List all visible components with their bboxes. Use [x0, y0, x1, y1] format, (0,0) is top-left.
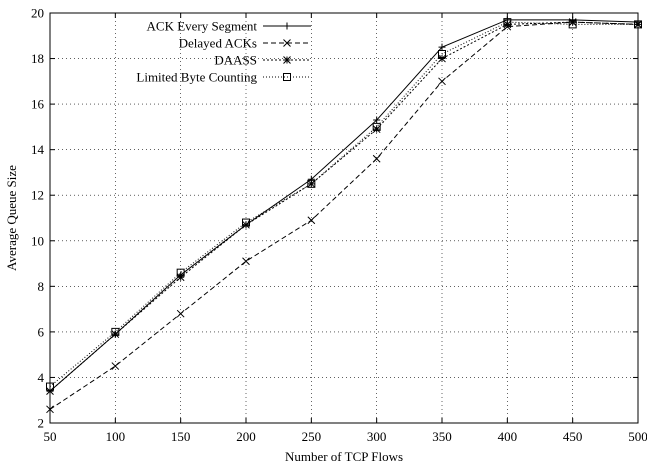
x-tick-label: 450	[563, 429, 583, 444]
legend-item: DAASS	[214, 53, 311, 68]
legend-marker	[283, 22, 291, 30]
x-tick-label: 350	[432, 429, 452, 444]
data-point	[307, 216, 316, 225]
data-point	[242, 218, 250, 227]
tick-labels: 50 100 150 200 250 300 350 400 450 500 2 4 6 8 10 12 14 1…	[31, 6, 647, 445]
grid	[50, 13, 638, 423]
y-tick-label: 10	[31, 233, 44, 248]
data-point	[46, 387, 54, 395]
data-point	[307, 179, 316, 188]
series-line	[49, 21, 639, 392]
x-tick-label: 250	[302, 429, 322, 444]
legend: ACK Every Segment Delayed ACKs DAASS Limite…	[136, 19, 311, 85]
x-tick-label: 200	[236, 429, 256, 444]
data-point	[438, 43, 446, 51]
data-point	[568, 20, 577, 29]
y-tick-label: 2	[38, 416, 45, 431]
legend-label: Limited Byte Counting	[136, 70, 257, 85]
data-point	[438, 54, 446, 63]
y-axis-label: Average Queue Size	[4, 165, 19, 271]
x-tick-label: 100	[106, 429, 126, 444]
data-point	[372, 125, 381, 134]
series-line	[49, 19, 639, 392]
data-point	[111, 327, 120, 336]
legend-item: Limited Byte Counting	[136, 70, 311, 85]
legend-marker	[283, 39, 291, 47]
y-tick-label: 6	[38, 324, 45, 339]
x-tick-label: 300	[367, 429, 387, 444]
legend-marker	[283, 56, 291, 64]
y-tick-label: 8	[38, 279, 45, 294]
plot-frame	[49, 12, 639, 424]
legend-label: DAASS	[214, 53, 257, 68]
series-line	[49, 21, 638, 387]
data-point	[438, 77, 446, 86]
legend-marker	[283, 73, 291, 81]
data-point	[634, 20, 642, 29]
x-axis-label: Number of TCP Flows	[285, 449, 403, 464]
y-tick-label: 18	[31, 51, 44, 66]
series	[46, 16, 642, 414]
data-point	[111, 330, 120, 339]
data-point	[438, 50, 446, 58]
x-tick-label: 500	[628, 429, 647, 444]
y-tick-label: 4	[38, 370, 45, 385]
data-point	[372, 154, 381, 163]
data-point	[46, 405, 54, 414]
y-tick-label: 20	[31, 6, 44, 21]
series-line	[49, 21, 639, 410]
y-tick-label: 14	[31, 142, 45, 157]
data-point	[176, 273, 185, 282]
data-point	[568, 18, 577, 26]
data-point	[176, 268, 185, 277]
y-tick-label: 12	[31, 188, 44, 203]
data-point	[111, 362, 120, 370]
x-tick-label: 50	[44, 429, 57, 444]
x-tick-label: 150	[171, 429, 191, 444]
data-point	[176, 309, 185, 318]
data-point	[503, 20, 512, 29]
legend-item: ACK Every Segment	[147, 19, 311, 34]
legend-label: ACK Every Segment	[147, 19, 258, 34]
axes	[49, 12, 639, 424]
data-point	[307, 179, 316, 188]
y-tick-label: 16	[31, 97, 45, 112]
data-point	[373, 116, 381, 124]
legend-item: Delayed ACKs	[179, 36, 311, 51]
data-point	[372, 122, 381, 131]
series-3	[46, 18, 642, 395]
data-point	[242, 257, 250, 266]
data-point	[46, 382, 54, 391]
data-point	[242, 220, 250, 229]
x-tick-label: 400	[498, 429, 518, 444]
data-point	[634, 20, 642, 29]
data-point	[503, 18, 512, 27]
series-4	[46, 18, 642, 391]
legend-label: Delayed ACKs	[179, 36, 257, 51]
